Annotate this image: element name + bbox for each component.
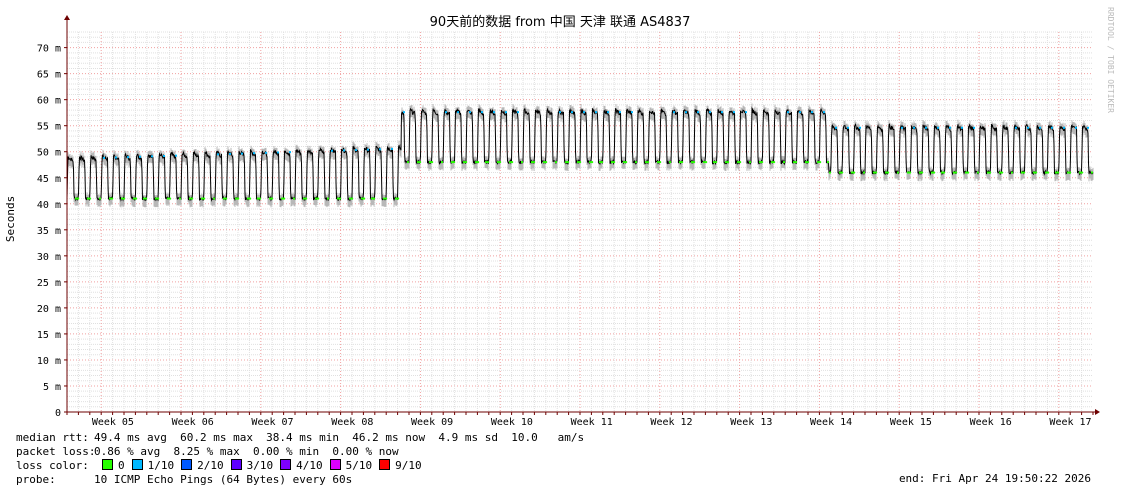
loss-color-swatch xyxy=(379,459,391,470)
legend-median-rtt: median rtt: 49.4 ms avg 60.2 ms max 38.4 … xyxy=(16,431,584,445)
legend-probe: probe: 10 ICMP Echo Pings (64 Bytes) ever… xyxy=(16,473,352,487)
loss-color-swatch xyxy=(230,459,242,470)
x-axis-arrow xyxy=(1095,409,1100,415)
loss-color-swatch xyxy=(280,459,292,470)
median-rtt-values: 49.4 ms avg 60.2 ms max 38.4 ms min 46.2… xyxy=(94,431,585,444)
y-axis-arrow xyxy=(64,15,70,20)
x-tick-label: Week 08 xyxy=(331,417,373,428)
x-tick-label: Week 15 xyxy=(890,417,932,428)
median-rtt-series xyxy=(66,106,1094,202)
x-tick-label: Week 09 xyxy=(411,417,453,428)
rrdtool-watermark: RRDTOOL / TOBI OETIKER xyxy=(1106,7,1115,113)
loss-color-swatch xyxy=(102,459,113,470)
y-tick-label: 60 m xyxy=(37,96,61,107)
x-tick-label: Week 07 xyxy=(251,417,293,428)
loss-color-swatch-label: 0 xyxy=(118,459,125,472)
x-tick-label: Week 11 xyxy=(571,417,613,428)
loss-color-label: loss color: xyxy=(16,459,89,472)
x-tick-label: Week 13 xyxy=(730,417,772,428)
loss-color-swatch xyxy=(131,459,143,470)
y-tick-label: 35 m xyxy=(37,226,61,237)
end-timestamp: end: Fri Apr 24 19:50:22 2026 xyxy=(898,472,1091,485)
loss-color-swatch-label: 2/10 xyxy=(197,459,224,472)
x-tick-label: Week 06 xyxy=(172,417,214,428)
y-tick-label: 10 m xyxy=(37,356,61,367)
y-tick-label: 30 m xyxy=(37,252,61,263)
loss-color-swatch xyxy=(329,459,341,470)
x-tick-labels: Week 05 Week 06 Week 07 Week 08 Week 09 Week … xyxy=(92,417,1092,428)
y-tick-label: 50 m xyxy=(37,148,61,159)
loss-color-swatch-label: 5/10 xyxy=(345,459,373,472)
y-axis-label: Seconds xyxy=(4,196,17,242)
packet-loss-label: packet loss: xyxy=(16,445,96,458)
probe-label: probe: xyxy=(16,473,56,486)
loss-color-swatch-label: 9/10 xyxy=(395,459,422,472)
x-tick-label: Week 14 xyxy=(810,417,852,428)
loss-color-swatch xyxy=(181,459,193,470)
loss-color-swatch-label: 1/10 xyxy=(147,459,175,472)
x-tick-label: Week 12 xyxy=(650,417,692,428)
chart-title: 90天前的数据 from 中国 天津 联通 AS4837 xyxy=(430,14,691,30)
y-tick-label: 20 m xyxy=(37,304,61,315)
x-tick-label: Week 10 xyxy=(491,417,533,428)
x-tick-label: Week 05 xyxy=(92,417,134,428)
y-tick-label: 15 m xyxy=(37,330,61,341)
loss-color-swatch-label: 4/10 xyxy=(296,459,323,472)
y-tick-label: 0 xyxy=(55,408,61,419)
loss-color-swatch-label: 3/10 xyxy=(246,459,274,472)
y-tick-label: 45 m xyxy=(37,174,61,185)
y-tick-label: 5 m xyxy=(43,382,61,393)
y-tick-label: 40 m xyxy=(37,200,61,211)
median-rtt-label: median rtt: xyxy=(16,431,89,444)
y-tick-label: 55 m xyxy=(37,122,61,133)
grid xyxy=(67,31,1093,412)
axes xyxy=(64,15,1100,415)
y-tick-label: 65 m xyxy=(37,70,61,81)
legend-loss-color: loss color: 0 1/10 2/10 3/10 4/10 5/10 9/10 xyxy=(16,459,422,473)
y-tick-label: 25 m xyxy=(37,278,61,289)
packet-loss-values: 0.86 % avg 8.25 % max 0.00 % min 0.00 % … xyxy=(94,445,399,458)
probe-value: 10 ICMP Echo Pings (64 Bytes) every 60s xyxy=(94,473,353,486)
loss-color-swatches: 0 1/10 2/10 3/10 4/10 5/10 9/10 xyxy=(94,459,422,472)
y-tick-labels: 0 5 m 10 m 15 m 20 m 25 m 30 m 35 m 40 m 45 m 50 m… xyxy=(37,44,61,419)
x-tick-label: Week 16 xyxy=(970,417,1012,428)
y-tick-label: 70 m xyxy=(37,44,61,55)
legend-packet-loss: packet loss:0.86 % avg 8.25 % max 0.00 %… xyxy=(16,445,399,459)
x-tick-label: Week 17 xyxy=(1049,417,1091,428)
